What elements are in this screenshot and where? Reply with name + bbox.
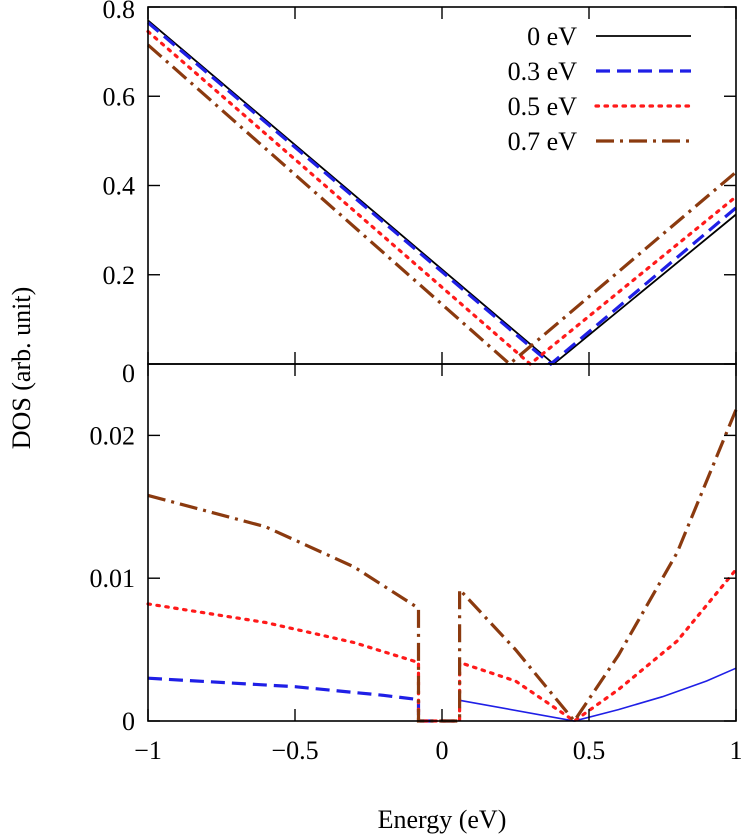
legend-label: 0.5 eV <box>508 92 578 121</box>
y-tick-label: 0.2 <box>103 261 136 290</box>
series-line-0-5-eV-bottom <box>146 568 738 723</box>
series-line-0-5-eV-top <box>146 29 738 367</box>
x-tick-label: 1 <box>730 736 743 765</box>
y-tick-label: 0 <box>122 359 135 388</box>
series-line-0-7-eV-top <box>146 43 738 367</box>
legend: 0 eV 0.3 eV 0.5 eV 0.7 eV <box>508 22 693 156</box>
y-tick-label: 0.4 <box>103 172 136 201</box>
series-line-0-eV-bottom <box>459 667 737 722</box>
legend-label: 0.7 eV <box>508 127 578 156</box>
legend-label: 0.3 eV <box>508 57 578 86</box>
y-axis-title: DOS (arb. unit) <box>7 287 36 449</box>
plot-frame <box>147 6 737 365</box>
series-line-0-3-eV-top <box>146 21 738 367</box>
y-tick-label: 0.6 <box>103 82 136 111</box>
series-line-0-3-eV-bottom <box>147 676 460 723</box>
plot-frame <box>147 363 737 722</box>
x-axis-title: Energy (eV) <box>378 805 507 834</box>
x-tick-label: −0.5 <box>271 736 318 765</box>
legend-label: 0 eV <box>527 22 577 51</box>
y-tick-label: 0.02 <box>90 421 136 450</box>
series-line-0-7-eV-bottom <box>147 409 738 724</box>
x-tick-label: 0.5 <box>573 736 606 765</box>
x-tick-label: 0 <box>436 736 449 765</box>
y-tick-label: 0.8 <box>103 0 136 24</box>
x-tick-label: −1 <box>134 736 162 765</box>
y-tick-label: 0.01 <box>90 564 136 593</box>
y-tick-label: 0 <box>122 707 135 736</box>
top-panel: 0 0.2 0.4 0.6 0.8 <box>103 0 738 388</box>
bottom-panel: 0 0.01 0.02 −1 −0.5 0 0.5 1 <box>90 363 743 765</box>
